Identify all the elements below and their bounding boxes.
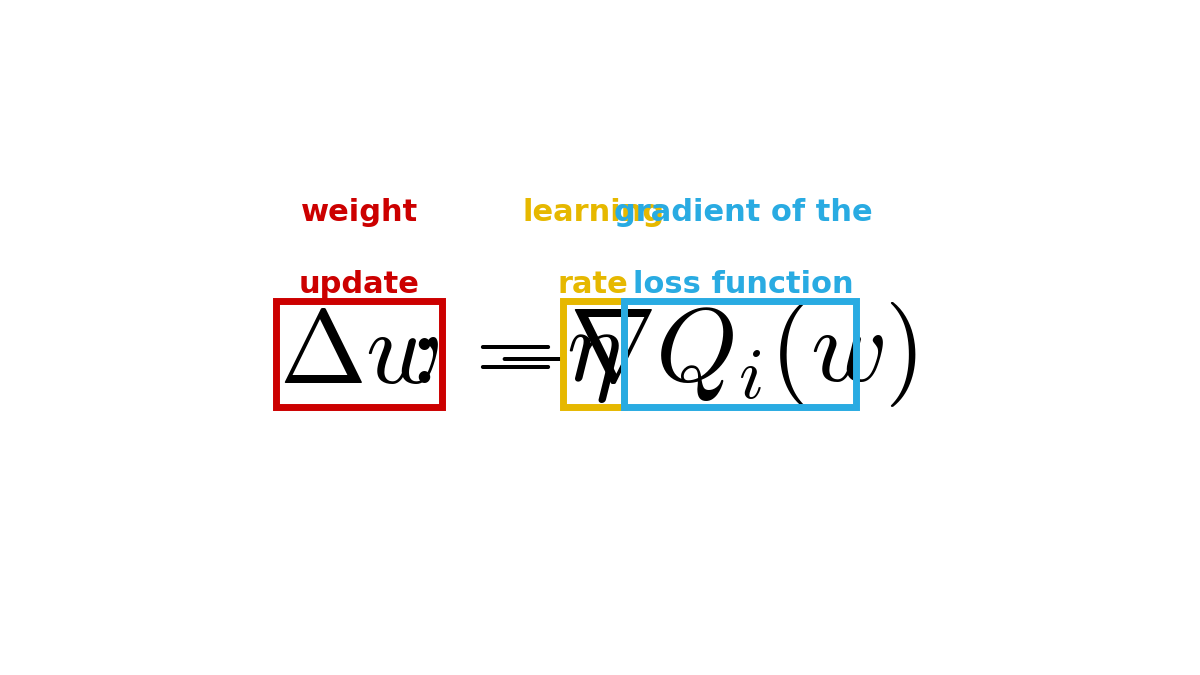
Text: $\eta$: $\eta$	[566, 304, 620, 405]
Text: gradient of the: gradient of the	[613, 198, 872, 227]
Text: $-$: $-$	[493, 304, 566, 405]
Text: weight: weight	[301, 198, 418, 227]
Text: rate: rate	[558, 269, 629, 298]
Text: $\nabla Q_i(w)$: $\nabla Q_i(w)$	[569, 300, 917, 409]
Text: loss function: loss function	[632, 269, 853, 298]
Text: update: update	[299, 269, 420, 298]
Text: learning: learning	[522, 198, 665, 227]
Text: $\Delta w$: $\Delta w$	[278, 304, 439, 405]
Text: $:=$: $:=$	[391, 304, 552, 405]
